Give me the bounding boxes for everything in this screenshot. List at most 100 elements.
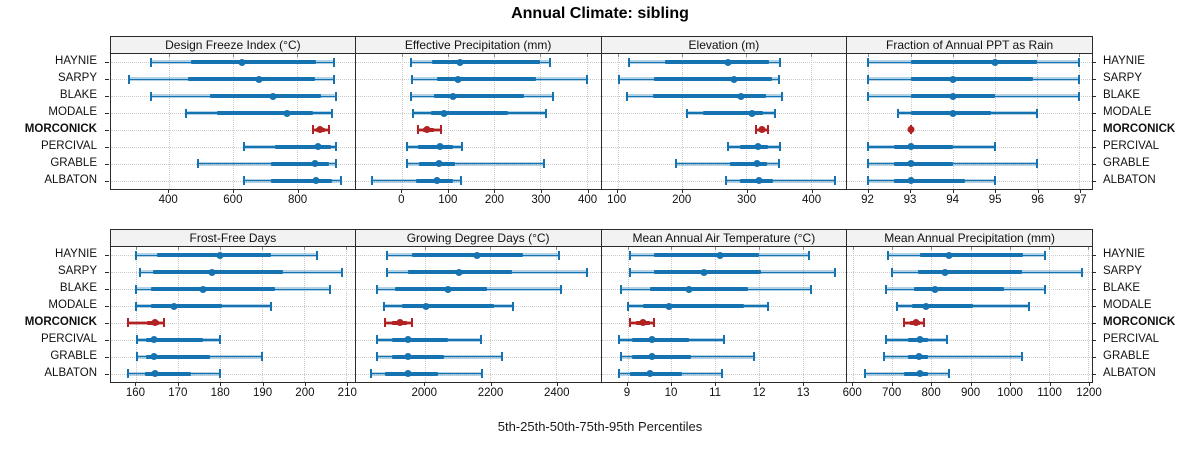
panel-title: Fraction of Annual PPT as Rain <box>886 38 1054 52</box>
horizontal-gridline <box>601 373 847 375</box>
p25-p75-band <box>629 371 683 376</box>
x-axis: 600 700 800 900 1000 1100 1200 <box>843 382 1102 404</box>
top-tick-mark <box>682 54 683 57</box>
p25-p75-band <box>913 287 1004 292</box>
tick-label: 170 <box>168 387 188 399</box>
p5-p95-band <box>197 161 336 166</box>
p95-cap <box>1078 74 1081 84</box>
p25-p75-band <box>653 94 766 99</box>
p95-cap <box>339 176 342 186</box>
site-label-morconick: MORCONICK <box>1103 315 1176 328</box>
p25-p75-band <box>271 178 333 183</box>
p5-cap <box>628 250 631 260</box>
median-dot <box>916 336 924 344</box>
tick-mark <box>852 382 854 386</box>
row-tick-left <box>105 306 109 308</box>
row-tick-right <box>1092 79 1096 81</box>
p95-cap <box>777 74 780 84</box>
p5-cap <box>903 318 906 328</box>
p25-p75-band <box>893 178 966 183</box>
tick-label: 12 <box>752 387 766 399</box>
tick-mark <box>232 189 234 193</box>
median-dot <box>422 302 430 310</box>
tick-mark <box>1089 382 1091 386</box>
median-dot <box>748 109 756 117</box>
panel-plot-area <box>846 53 1093 190</box>
tick-mark <box>626 382 628 386</box>
median-dot <box>283 109 291 117</box>
top-tick-mark <box>232 54 234 57</box>
p95-cap <box>781 91 784 101</box>
x-axis-caption: 5th-25th-50th-75th-95th Percentiles <box>497 419 703 434</box>
p25-p75-band <box>653 77 773 82</box>
p95-cap <box>778 57 781 67</box>
p95-cap <box>1081 267 1084 277</box>
tick-mark <box>931 382 933 386</box>
top-tick-mark <box>931 247 933 250</box>
row-tick-left <box>105 163 109 165</box>
p5-p95-band <box>676 161 779 166</box>
tick-mark <box>811 189 813 193</box>
panel-mean-annual-air-temperature-c: Mean Annual Air Temperature (°C) 9 10 11 12 1… <box>600 229 848 406</box>
median-dot <box>444 285 452 293</box>
site-label-morconick: MORCONICK <box>1103 122 1176 135</box>
top-tick-mark <box>970 247 972 250</box>
p5-cap <box>136 335 139 345</box>
p95-cap <box>548 57 551 67</box>
p5-p95-range-line <box>676 163 779 165</box>
vertical-gridline <box>970 247 972 382</box>
x-axis: 0 100 200 300 400 <box>355 189 602 211</box>
p5-cap <box>405 159 408 169</box>
p5-cap <box>755 125 758 135</box>
row-tick-left <box>105 339 109 341</box>
site-label-haynie: HAYNIE <box>55 55 97 68</box>
p5-cap <box>863 369 866 379</box>
median-dot <box>912 319 920 327</box>
p95-cap <box>720 369 723 379</box>
median-dot <box>907 126 915 134</box>
p95-cap <box>993 176 996 186</box>
tick-label: 1000 <box>997 387 1023 399</box>
median-dot <box>685 285 693 293</box>
vertical-gridline <box>168 54 170 189</box>
median-dot <box>150 336 158 344</box>
vertical-gridline <box>178 247 180 382</box>
p25-p75-band <box>739 144 768 149</box>
row-tick-left <box>105 129 109 131</box>
p5-cap <box>867 176 870 186</box>
tick-mark <box>424 382 426 386</box>
p95-cap <box>946 335 949 345</box>
median-dot <box>639 319 647 327</box>
tick-label: 160 <box>125 387 146 399</box>
median-dot <box>316 126 324 134</box>
p5-cap <box>126 369 129 379</box>
median-dot <box>922 302 930 310</box>
row-tick-left <box>105 113 109 115</box>
p25-p75-band <box>730 161 768 166</box>
row-tick-left <box>105 255 109 257</box>
site-label-percival: PERCIVAL <box>40 332 97 345</box>
p95-cap <box>1078 91 1081 101</box>
site-label-morconick: MORCONICK <box>24 315 97 328</box>
top-tick-mark <box>540 54 542 57</box>
p5-cap <box>376 335 379 345</box>
p5-p95-range-line <box>127 322 164 324</box>
panel-title: Frost-Free Days <box>189 231 277 245</box>
p25-p75-band <box>643 304 744 309</box>
p95-cap <box>334 142 337 152</box>
vertical-gridline <box>671 247 673 382</box>
p95-cap <box>586 267 589 277</box>
vertical-gridline <box>346 247 348 382</box>
top-tick-mark <box>802 247 804 250</box>
row-tick-right <box>1092 96 1096 98</box>
tick-mark <box>494 189 496 193</box>
vertical-gridline <box>424 247 426 382</box>
p95-cap <box>585 74 588 84</box>
tick-mark <box>867 189 869 193</box>
site-label-blake: BLAKE <box>1103 89 1141 102</box>
vertical-gridline <box>617 54 619 189</box>
vertical-gridline <box>556 247 558 382</box>
p95-cap <box>332 74 335 84</box>
p5-p95-range-line <box>726 179 835 182</box>
median-dot <box>665 302 673 310</box>
